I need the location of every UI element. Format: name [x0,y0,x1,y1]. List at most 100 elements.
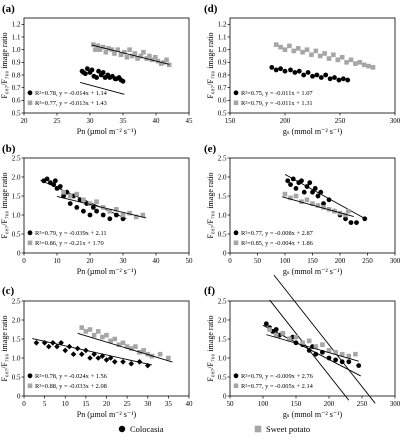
data-point [313,344,319,349]
x-tick-label: 5 [43,400,47,408]
regression-equation: R²=0.75, y = -0.011x + 1.07 [241,90,313,97]
panel-label: (d) [204,3,218,15]
data-point [127,47,132,52]
data-point [124,344,130,349]
data-point [41,340,48,346]
legend-label: Colocasia [130,424,164,434]
x-tick-label: 100 [280,257,291,265]
data-point [278,66,283,72]
y-tick-label: 1.0 [12,211,21,219]
data-point [267,327,272,332]
data-point [282,47,288,52]
regression-line [79,82,125,95]
y-tick-label: 0.5 [12,109,21,117]
data-point [107,208,113,214]
annotation-marker [233,90,239,96]
data-point [310,201,315,206]
data-point [120,78,126,84]
data-point [153,54,158,60]
data-point [133,214,139,220]
series-colocasia [284,173,368,226]
x-tick-label: 250 [362,257,373,265]
data-point [87,212,93,218]
x-tick-label: 50 [227,400,235,408]
data-point [339,359,345,365]
data-point [335,57,341,63]
regression-line [91,44,170,65]
data-point [104,332,109,338]
series-sweet-potato [273,42,376,404]
data-point [273,327,279,332]
data-point [45,343,52,350]
data-point [144,362,151,369]
data-point [339,351,345,357]
x-tick-label: 20 [87,257,95,265]
x-tick-label: 40 [186,400,194,408]
y-axis-label: F₆₈₇/F₇₆₀ image ratio [0,32,9,98]
data-point [74,191,80,197]
panel-f: (f) 50 100 150 200 250 300 0 0.5 1.0 1.5 2.0 2.5 gₛ (… [204,285,401,419]
data-point [90,205,96,210]
series-sweet-potato [56,189,147,220]
x-tick-label: 100 [258,400,269,408]
panel-label: (f) [204,285,215,297]
data-point [89,67,95,73]
legend: Colocasia Sweet potato [118,424,310,434]
data-point [326,348,332,353]
data-point [135,56,140,61]
data-point [310,73,315,79]
y-tick-label: 1.5 [218,335,227,343]
data-point [340,76,346,82]
y-tick-label: 0.5 [218,109,227,117]
data-point [114,207,119,212]
data-point [44,176,50,182]
x-tick-label: 30 [144,400,152,408]
data-point [339,54,345,60]
y-tick-label: 0.5 [12,230,21,238]
data-point [87,201,93,206]
y-tick-label: 0 [223,249,227,257]
panel-c: (c) 0 5 10 15 20 25 30 35 40 0 0.5 1.0 1.5 2.0 2.5 Pn (µ… [0,285,193,419]
y-tick-label: 0 [223,392,227,400]
data-point [116,342,122,347]
data-point [331,52,336,58]
x-tick-label: 40 [153,117,161,125]
regression-equation: R²=0.85, y = -0.004x + 1.86 [241,240,313,247]
data-point [288,182,293,188]
data-point [166,62,172,68]
data-point [112,51,117,56]
data-point [301,189,307,195]
regression-line [284,173,367,220]
y-tick-label: 0.5 [218,373,227,381]
y-tick-label: 2.0 [218,316,227,324]
data-point [344,60,349,65]
data-point [345,208,351,214]
data-point [155,58,161,64]
data-point [94,199,99,204]
data-point [81,197,86,203]
data-point [315,203,321,208]
regression-line [56,195,147,219]
data-point [95,43,101,49]
data-point [147,53,152,59]
x-tick-label: 30 [87,117,95,125]
x-tick-label: 45 [186,117,194,125]
data-point [333,357,338,363]
data-point [103,357,110,363]
x-axis-label: Pn (µmol m⁻² s⁻¹) [77,267,137,276]
data-point [300,49,305,55]
regression-equation: R²=0.77, y = -0.013x + 1.43 [35,100,107,107]
y-tick-label: 1.0 [12,46,21,54]
annotation-marker [27,373,33,379]
data-point [61,189,66,195]
data-point [33,340,40,346]
annotation-marker [27,383,33,389]
y-axis-label: F₆₈₇/F₇₆₀ image ratio [206,315,215,381]
y-tick-label: 0.7 [12,84,21,92]
data-point [285,178,291,184]
data-point [305,70,311,75]
x-tick-label: 200 [324,400,335,408]
data-point [332,75,337,80]
data-point [91,332,97,338]
